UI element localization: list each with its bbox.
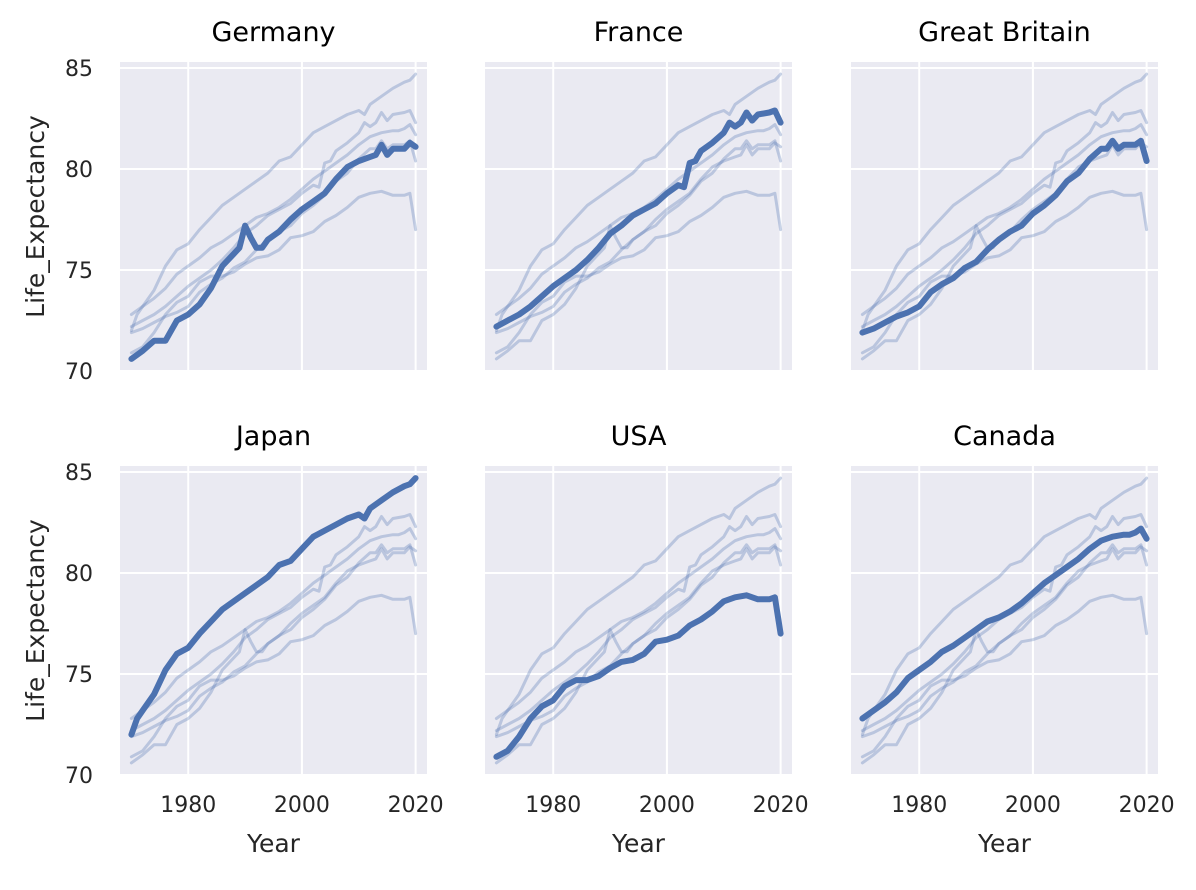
background-line-canada [129, 123, 418, 316]
x-tick-label: 2000 [1005, 793, 1061, 818]
x-tick-label: 1980 [525, 793, 581, 818]
facet-title: USA [611, 421, 667, 452]
y-tick-label: 70 [65, 764, 93, 789]
background-line-germany [129, 545, 418, 765]
background-line-great-britain [494, 543, 783, 739]
series-line-usa [493, 592, 784, 760]
x-tick-label: 2000 [274, 793, 330, 818]
x-tick-label: 1980 [160, 793, 216, 818]
background-line-france [494, 513, 783, 733]
x-tick-label: 2020 [753, 793, 809, 818]
y-axis-label: Life_Expectancy [21, 519, 50, 722]
panel-great-britain [851, 62, 1158, 371]
background-line-japan [129, 72, 418, 333]
x-tick-label: 1980 [891, 793, 947, 818]
background-line-usa [860, 593, 1149, 759]
background-line-japan [494, 72, 783, 333]
panel-canada [851, 466, 1158, 775]
y-tick-label: 75 [65, 663, 93, 688]
background-line-great-britain [860, 543, 1149, 739]
x-axis-label: Year [611, 829, 666, 858]
background-line-usa [129, 593, 418, 759]
panel-france [485, 62, 792, 371]
y-tick-label: 85 [65, 461, 93, 486]
background-line-japan [860, 476, 1149, 737]
panel-usa [485, 466, 792, 775]
background-line-usa [129, 189, 418, 355]
y-tick-label: 75 [65, 259, 93, 284]
y-axis-label: Life_Expectancy [21, 115, 50, 318]
y-tick-label: 80 [65, 158, 93, 183]
background-line-usa [860, 189, 1149, 355]
background-line-usa [494, 189, 783, 355]
panel-japan [120, 466, 427, 775]
series-line-france [493, 107, 784, 330]
background-line-canada [860, 123, 1149, 316]
x-tick-label: 2000 [639, 793, 695, 818]
facet-title: Germany [211, 17, 335, 48]
background-line-canada [129, 527, 418, 720]
background-line-germany [860, 545, 1149, 765]
y-tick-label: 70 [65, 360, 93, 385]
background-line-france [860, 513, 1149, 733]
background-line-japan [860, 72, 1149, 333]
series-line-great-britain [859, 137, 1150, 336]
background-line-france [129, 513, 418, 733]
facet-title: Great Britain [918, 17, 1091, 48]
facet-title: France [594, 17, 684, 48]
series-line-germany [128, 139, 419, 362]
facet-title: Japan [234, 421, 311, 452]
background-line-france [860, 109, 1149, 329]
series-line-canada [859, 525, 1150, 722]
y-tick-label: 85 [65, 57, 93, 82]
x-axis-label: Year [246, 829, 301, 858]
background-line-canada [494, 527, 783, 720]
background-line-germany [494, 141, 783, 361]
facet-title: Canada [953, 421, 1056, 452]
background-line-france [129, 109, 418, 329]
y-tick-label: 80 [65, 562, 93, 587]
background-line-great-britain [494, 139, 783, 335]
series-line-japan [128, 475, 419, 738]
background-line-germany [494, 545, 783, 765]
x-tick-label: 2020 [388, 793, 444, 818]
background-line-japan [494, 476, 783, 737]
x-tick-label: 2020 [1119, 793, 1175, 818]
panel-germany [120, 62, 427, 371]
background-line-great-britain [129, 543, 418, 739]
x-axis-label: Year [977, 829, 1032, 858]
